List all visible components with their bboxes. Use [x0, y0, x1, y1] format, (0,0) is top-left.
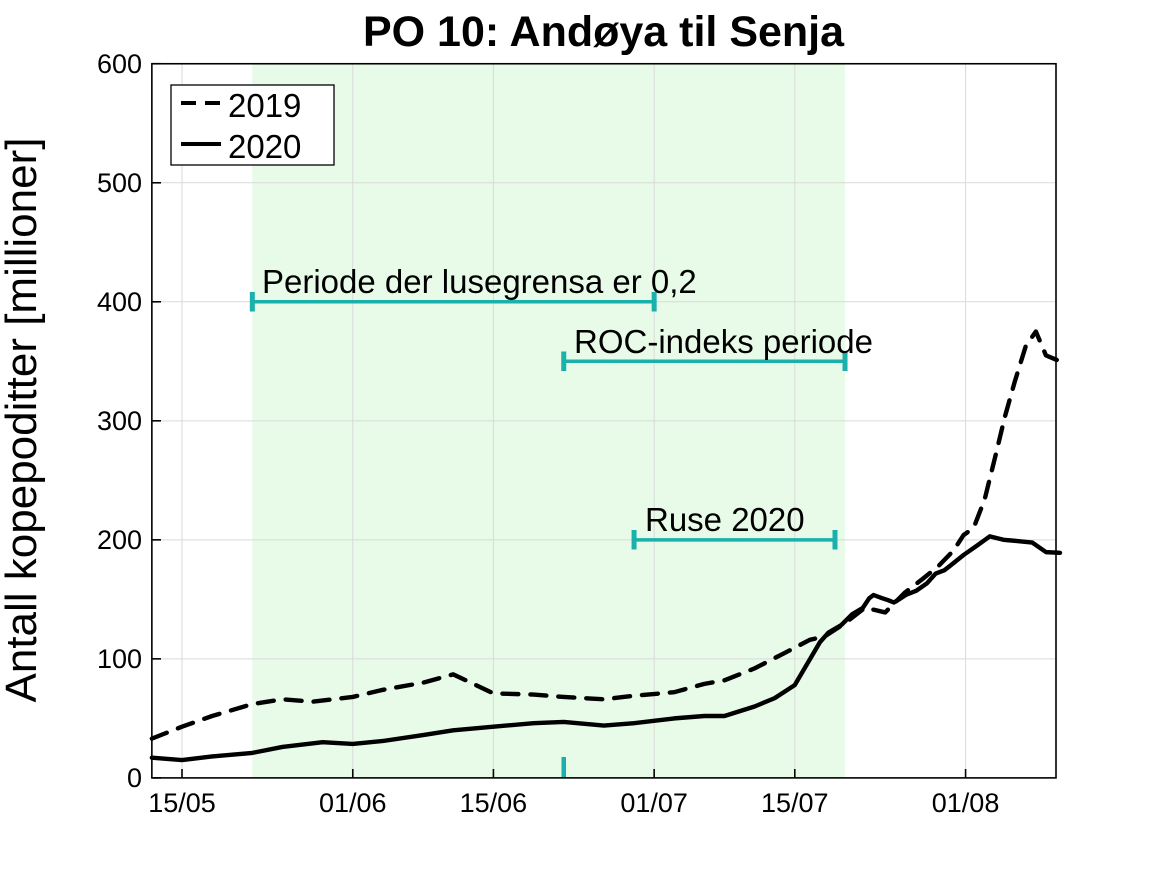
- svg-text:200: 200: [97, 525, 142, 555]
- svg-text:500: 500: [97, 168, 142, 198]
- svg-text:15/05: 15/05: [148, 788, 216, 818]
- svg-text:01/07: 01/07: [620, 788, 688, 818]
- svg-text:2019: 2019: [228, 87, 301, 124]
- svg-text:0: 0: [127, 763, 142, 793]
- svg-text:400: 400: [97, 287, 142, 317]
- svg-text:01/08: 01/08: [932, 788, 1000, 818]
- svg-text:15/06: 15/06: [460, 788, 528, 818]
- svg-text:100: 100: [97, 644, 142, 674]
- svg-text:2020: 2020: [228, 128, 301, 165]
- svg-text:ROC-indeks periode: ROC-indeks periode: [574, 323, 873, 360]
- svg-text:01/06: 01/06: [319, 788, 387, 818]
- svg-text:Ruse 2020: Ruse 2020: [645, 501, 805, 538]
- svg-text:Periode der lusegrensa er 0,2: Periode der lusegrensa er 0,2: [262, 263, 697, 300]
- svg-text:300: 300: [97, 406, 142, 436]
- svg-text:15/07: 15/07: [761, 788, 829, 818]
